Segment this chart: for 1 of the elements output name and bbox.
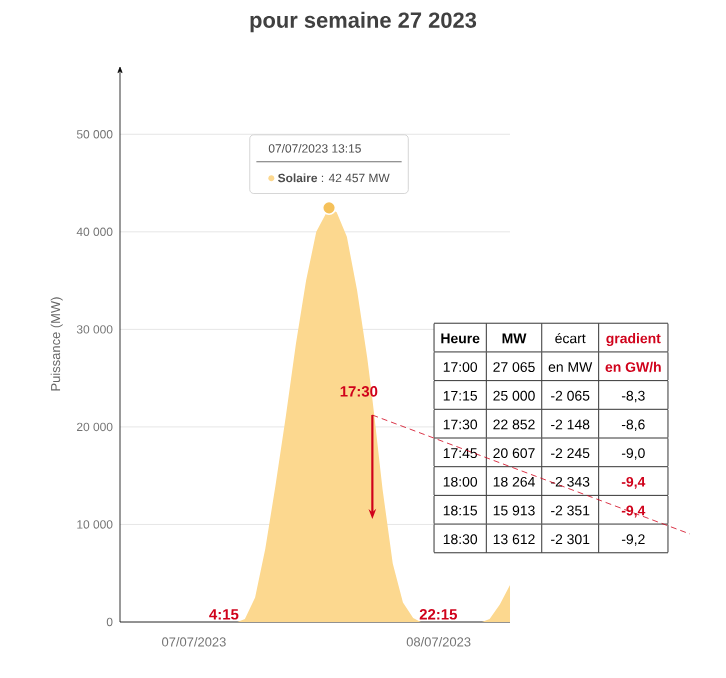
chart-title: pour semaine 27 2023 (250, 11, 477, 33)
